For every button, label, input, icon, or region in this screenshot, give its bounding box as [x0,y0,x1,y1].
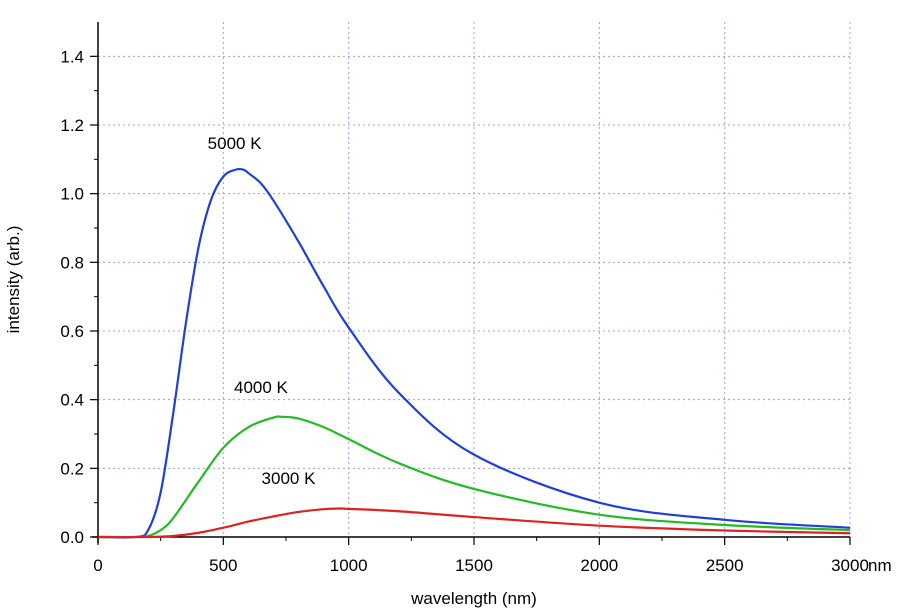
x-tick-label-4: 2000 [580,556,618,575]
y-tick-label-5: 1.0 [60,185,84,204]
x-tick-label-2: 1000 [330,556,368,575]
series-lines [97,167,851,539]
y-tick-label-3: 0.6 [60,322,84,341]
y-tick-label-0: 0.0 [60,528,84,547]
y-axis-label: intensity (arb.) [4,226,23,334]
y-tick-label-4: 0.8 [60,253,84,272]
y-tick-label-2: 0.4 [60,391,84,410]
axes [92,22,850,543]
grid-lines [98,22,851,537]
series-label-3000-k: 3000 K [262,469,317,488]
series-label-4000-k: 4000 K [234,378,289,397]
x-axis-unit: nm [868,556,892,575]
y-tick-label-1: 0.2 [60,459,84,478]
x-axis-label: wavelength (nm) [410,589,537,608]
series-line-4000-k [97,415,851,539]
x-tick-label-5: 2500 [706,556,744,575]
series-labels: 5000 K 4000 K 3000 K [208,134,316,488]
series-label-5000-k: 5000 K [208,134,263,153]
y-tick-label-7: 1.4 [60,47,84,66]
x-tick-label-3: 1500 [455,556,493,575]
x-tick-label-1: 500 [209,556,237,575]
x-tick-label-0: 0 [93,556,102,575]
series-line-5000-k [97,167,851,539]
x-tick-label-6: 3000 [831,556,869,575]
ticks: 0 500 1000 1500 2000 2500 3000 0.0 0.2 0.4 0.6 0.8 1… [60,47,869,575]
y-tick-label-6: 1.2 [60,116,84,135]
series-line-3000-k [97,507,851,539]
